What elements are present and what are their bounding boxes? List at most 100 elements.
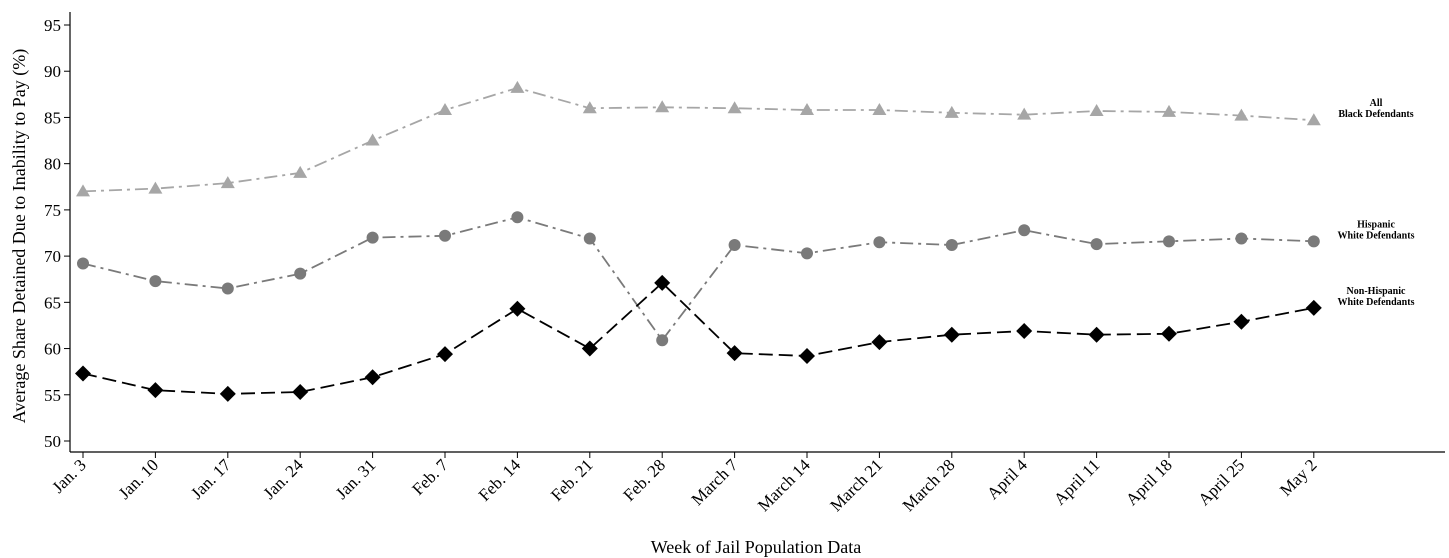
x-tick-label: Jan. 10	[115, 455, 162, 502]
data-point-diamond	[654, 274, 671, 291]
data-point-circle	[439, 229, 451, 242]
series-label-line: Hispanic	[1357, 219, 1395, 230]
series-layer	[75, 80, 1322, 402]
data-point-circle	[1307, 235, 1320, 248]
y-tick-label: 60	[44, 340, 61, 359]
series-label-line: Black Defendants	[1338, 109, 1413, 120]
data-point-diamond	[147, 382, 164, 399]
y-tick-label: 90	[44, 62, 61, 81]
data-point-triangle	[727, 101, 742, 114]
data-point-diamond	[1233, 313, 1250, 330]
y-tick-label: 95	[44, 16, 61, 35]
data-point-diamond	[75, 365, 91, 382]
x-tick-label: Feb. 7	[408, 455, 452, 499]
data-point-diamond	[509, 300, 526, 317]
data-point-triangle	[800, 103, 814, 116]
y-tick-label: 65	[44, 293, 61, 312]
x-tick-label: Jan. 31	[332, 455, 379, 502]
y-tick-label: 75	[44, 201, 61, 220]
data-point-diamond	[1305, 299, 1322, 316]
data-point-circle	[728, 239, 741, 252]
data-point-circle	[366, 231, 379, 244]
x-tick-label: March 28	[899, 455, 959, 515]
data-point-circle	[77, 257, 89, 270]
series-line	[82, 216, 1314, 342]
x-tick-label: Jan. 3	[48, 455, 89, 496]
data-point-triangle	[148, 181, 163, 194]
series-2	[75, 274, 1322, 402]
data-point-diamond	[799, 347, 815, 364]
x-tick-label: March 21	[826, 455, 886, 515]
data-point-diamond	[726, 345, 743, 362]
data-point-triangle	[438, 103, 452, 116]
data-point-diamond	[871, 334, 888, 351]
data-point-triangle	[76, 184, 90, 197]
y-tick-label: 55	[44, 386, 61, 405]
x-tick-label: Jan. 17	[187, 455, 235, 503]
data-point-circle	[583, 232, 596, 245]
series-line	[82, 86, 1314, 193]
data-point-diamond	[1088, 326, 1105, 343]
data-point-triangle	[655, 100, 670, 113]
data-point-triangle	[944, 105, 959, 118]
data-point-diamond	[943, 326, 960, 343]
x-tick-label: April 11	[1050, 455, 1103, 508]
y-tick-label: 70	[44, 247, 61, 266]
data-point-circle	[149, 275, 162, 288]
x-tick-label: May 2	[1276, 455, 1320, 499]
series-1	[77, 211, 1320, 347]
x-tick-label: March 14	[754, 455, 814, 515]
data-point-diamond	[437, 346, 453, 363]
x-tick-label: April 25	[1194, 455, 1248, 509]
data-point-diamond	[1161, 325, 1177, 342]
data-point-circle	[1018, 224, 1031, 237]
data-point-circle	[873, 236, 886, 249]
data-point-triangle	[872, 103, 887, 116]
data-point-triangle	[1017, 107, 1032, 120]
data-point-triangle	[582, 101, 597, 114]
y-axis: 50 55 60 65 70 75 80 85 90 95	[44, 12, 71, 452]
data-point-triangle	[1089, 103, 1104, 116]
x-tick-label: Feb. 28	[620, 455, 669, 504]
series-label-line: Non-Hispanic	[1347, 286, 1406, 297]
data-point-circle	[801, 247, 813, 260]
data-point-triangle	[220, 176, 235, 189]
x-tick-label: March 7	[688, 455, 742, 509]
data-point-triangle	[1162, 104, 1176, 117]
x-tick-label: April 18	[1122, 455, 1176, 509]
data-point-circle	[1090, 238, 1103, 251]
data-point-circle	[945, 239, 958, 252]
y-tick-label: 80	[44, 155, 61, 174]
x-axis: Jan. 3 Jan. 10 Jan. 17 Jan. 24 Jan. 31 Feb. 7…	[48, 451, 1445, 515]
y-tick-label: 50	[44, 432, 61, 451]
series-line	[82, 281, 1314, 395]
series-label-line: White Defendants	[1338, 297, 1415, 308]
x-tick-label: Jan. 24	[260, 455, 308, 503]
series-0	[76, 80, 1321, 197]
data-point-circle	[656, 334, 669, 347]
data-point-diamond	[219, 385, 236, 402]
data-point-triangle	[365, 133, 380, 146]
data-point-diamond	[581, 340, 598, 357]
data-point-diamond	[364, 369, 381, 386]
x-tick-label: Feb. 21	[547, 455, 596, 504]
x-tick-label: Feb. 14	[475, 455, 525, 505]
data-point-circle	[1235, 232, 1248, 245]
data-point-diamond	[292, 384, 309, 401]
data-point-circle	[511, 211, 524, 224]
data-point-triangle	[1306, 113, 1321, 126]
data-point-triangle	[510, 80, 525, 93]
data-point-circle	[221, 282, 234, 295]
data-point-circle	[1163, 235, 1175, 248]
data-point-triangle	[293, 165, 308, 178]
x-tick-label: April 4	[983, 455, 1031, 503]
data-point-diamond	[1016, 322, 1033, 339]
y-axis-title: Average Share Detained Due to Inability …	[9, 49, 30, 424]
series-label-line: White Defendants	[1338, 230, 1415, 241]
data-point-triangle	[1234, 108, 1249, 121]
series-label-line: All	[1370, 98, 1383, 109]
x-axis-title: Week of Jail Population Data	[651, 537, 862, 557]
y-tick-label: 85	[44, 108, 61, 127]
